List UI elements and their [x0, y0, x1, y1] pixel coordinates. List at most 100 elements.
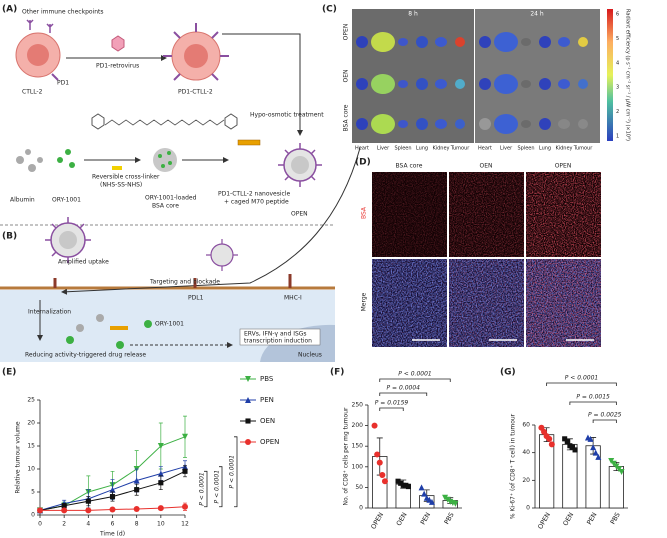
organ — [578, 37, 588, 47]
panel-a: (A) Other immune checkpoints PD1 CTLL-2 … — [0, 5, 335, 226]
x-axis-label: Time (d) — [99, 531, 125, 538]
label: MHC-I — [284, 295, 302, 302]
linker-icon — [112, 166, 122, 170]
organ — [455, 37, 465, 47]
legend-label: OEN — [260, 417, 275, 425]
organ — [479, 36, 491, 48]
organ — [539, 36, 551, 48]
linker — [104, 119, 225, 126]
organ — [578, 79, 588, 89]
colorbar-tick: 5 — [616, 36, 619, 42]
organ — [539, 118, 551, 130]
x-tick-label: PBS — [609, 511, 622, 526]
organ — [435, 79, 447, 89]
y-axis-label: Relative tumour volume — [15, 421, 22, 493]
marker — [421, 490, 428, 497]
organ — [455, 119, 465, 129]
label: CTLL-2 — [22, 89, 43, 96]
column-label: BSA core — [396, 163, 423, 170]
x-tick-label: PBS — [443, 511, 456, 526]
annotation: P = 0.0025 — [588, 412, 622, 419]
marker — [564, 439, 570, 445]
marker — [133, 477, 140, 484]
annotation: P < 0.0001 — [214, 470, 221, 503]
marker — [37, 507, 43, 514]
marker — [85, 498, 91, 504]
label: Reducing activity-triggered drug release — [25, 352, 146, 359]
organ — [521, 38, 531, 46]
x-tick-label: 0 — [38, 521, 42, 528]
receptor — [26, 19, 54, 33]
organ — [416, 78, 428, 90]
y-tick-label: 20 — [522, 477, 530, 484]
panel-d: (D) BSA Merge BSA core OEN OPEN — [355, 158, 601, 347]
bracket — [379, 378, 451, 382]
row-label: OPEN — [343, 24, 350, 41]
x-tick-label: 12 — [181, 521, 189, 528]
image-signal — [372, 259, 447, 347]
peptide — [237, 139, 261, 146]
label: Reversible cross-linker — [92, 174, 160, 181]
label: + caged M70 peptide — [224, 199, 289, 206]
label: OPEN — [291, 211, 308, 218]
bsa-core — [153, 148, 177, 172]
organ — [371, 74, 395, 94]
x-tick-label: 10 — [157, 521, 165, 528]
marker — [444, 496, 451, 503]
annotation: P < 0.0001 — [565, 375, 598, 382]
colorbar-tick: 2 — [616, 109, 619, 115]
open-particle — [206, 239, 238, 271]
marker — [245, 397, 251, 403]
panel-label: (A) — [2, 5, 17, 15]
organ — [371, 32, 395, 52]
organ — [416, 36, 428, 48]
albumin — [16, 149, 43, 172]
nucleus — [184, 44, 208, 68]
released — [66, 314, 152, 349]
annotation: P < 0.0001 — [199, 472, 206, 505]
label: ORY-1001 — [52, 197, 81, 204]
marker — [590, 444, 597, 451]
y-tick-label: 60 — [522, 422, 530, 429]
organ — [371, 114, 395, 134]
image-signal — [449, 172, 524, 257]
organ-label: Lung — [416, 146, 428, 152]
label: Amplified uptake — [58, 259, 109, 266]
marker — [157, 470, 164, 477]
panel-label: (D) — [355, 158, 371, 168]
bracket — [592, 419, 617, 423]
organ-label: Kidney — [432, 146, 449, 152]
legend-label: PEN — [260, 396, 274, 404]
panel-c: (C) 8 h 24 h OPEN OEN BSA core Radiant e… — [322, 5, 631, 152]
label: Albumin — [10, 197, 35, 204]
marker — [546, 435, 553, 442]
x-tick-label: 6 — [111, 521, 115, 528]
marker — [618, 469, 625, 476]
time-label: 8 h — [408, 11, 418, 18]
organ — [521, 120, 531, 128]
label: ORY-1001-loaded — [145, 195, 197, 202]
marker — [61, 507, 68, 514]
image-signal — [526, 172, 601, 257]
organ — [558, 119, 570, 129]
organ-label: Tumour — [573, 146, 594, 152]
marker — [61, 503, 67, 509]
organ — [521, 80, 531, 88]
y-tick-label: 100 — [352, 463, 364, 470]
marker — [85, 507, 92, 514]
marker — [572, 447, 578, 453]
annotation: P < 0.0001 — [398, 371, 431, 378]
marker — [418, 484, 425, 491]
organ — [578, 119, 588, 129]
marker — [428, 498, 435, 505]
annotation: P = 0.0004 — [387, 385, 421, 392]
annotation: P = 0.0159 — [375, 400, 409, 407]
bracket — [546, 382, 617, 386]
marker — [587, 435, 594, 442]
label: (NHS-SS-NHS) — [100, 182, 142, 189]
y-axis-label: No. of CD8⁺ cells per mg tumour — [343, 407, 350, 506]
bracket — [234, 436, 238, 508]
y-tick-label: 15 — [27, 443, 35, 450]
charts: (E) 0 5 10 15 20 25 Relative tumour volume 0 2 4 6 8… — [2, 368, 628, 538]
